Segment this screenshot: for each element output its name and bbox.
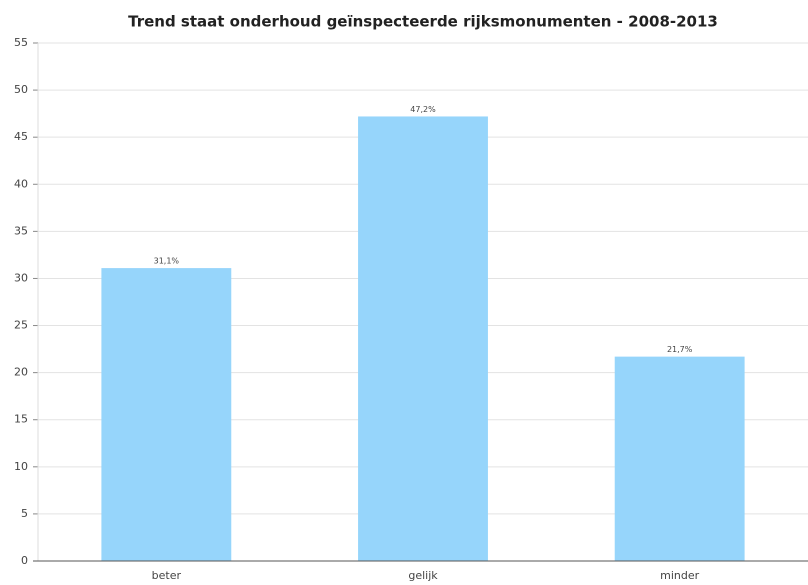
y-tick-label: 20 bbox=[14, 366, 28, 379]
y-tick-label: 45 bbox=[14, 130, 28, 143]
chart-title: Trend staat onderhoud geïnspecteerde rij… bbox=[128, 13, 718, 31]
y-tick-label: 25 bbox=[14, 319, 28, 332]
y-tick-label: 30 bbox=[14, 271, 28, 284]
bar bbox=[614, 356, 745, 561]
bar bbox=[101, 268, 232, 561]
y-tick-label: 5 bbox=[21, 507, 28, 520]
y-tick-label: 0 bbox=[21, 554, 28, 567]
y-tick-label: 55 bbox=[14, 36, 28, 49]
x-tick-label: beter bbox=[152, 569, 182, 582]
value-label: 21,7% bbox=[667, 345, 693, 354]
value-label: 31,1% bbox=[154, 257, 180, 266]
y-tick-label: 10 bbox=[14, 460, 28, 473]
x-tick-label: gelijk bbox=[408, 569, 438, 582]
y-tick-label: 40 bbox=[14, 177, 28, 190]
y-tick-label: 50 bbox=[14, 83, 28, 96]
value-label: 47,2% bbox=[410, 105, 436, 114]
y-tick-label: 35 bbox=[14, 224, 28, 237]
y-tick-label: 15 bbox=[14, 413, 28, 426]
bar bbox=[358, 116, 488, 561]
x-tick-label: minder bbox=[660, 569, 699, 582]
